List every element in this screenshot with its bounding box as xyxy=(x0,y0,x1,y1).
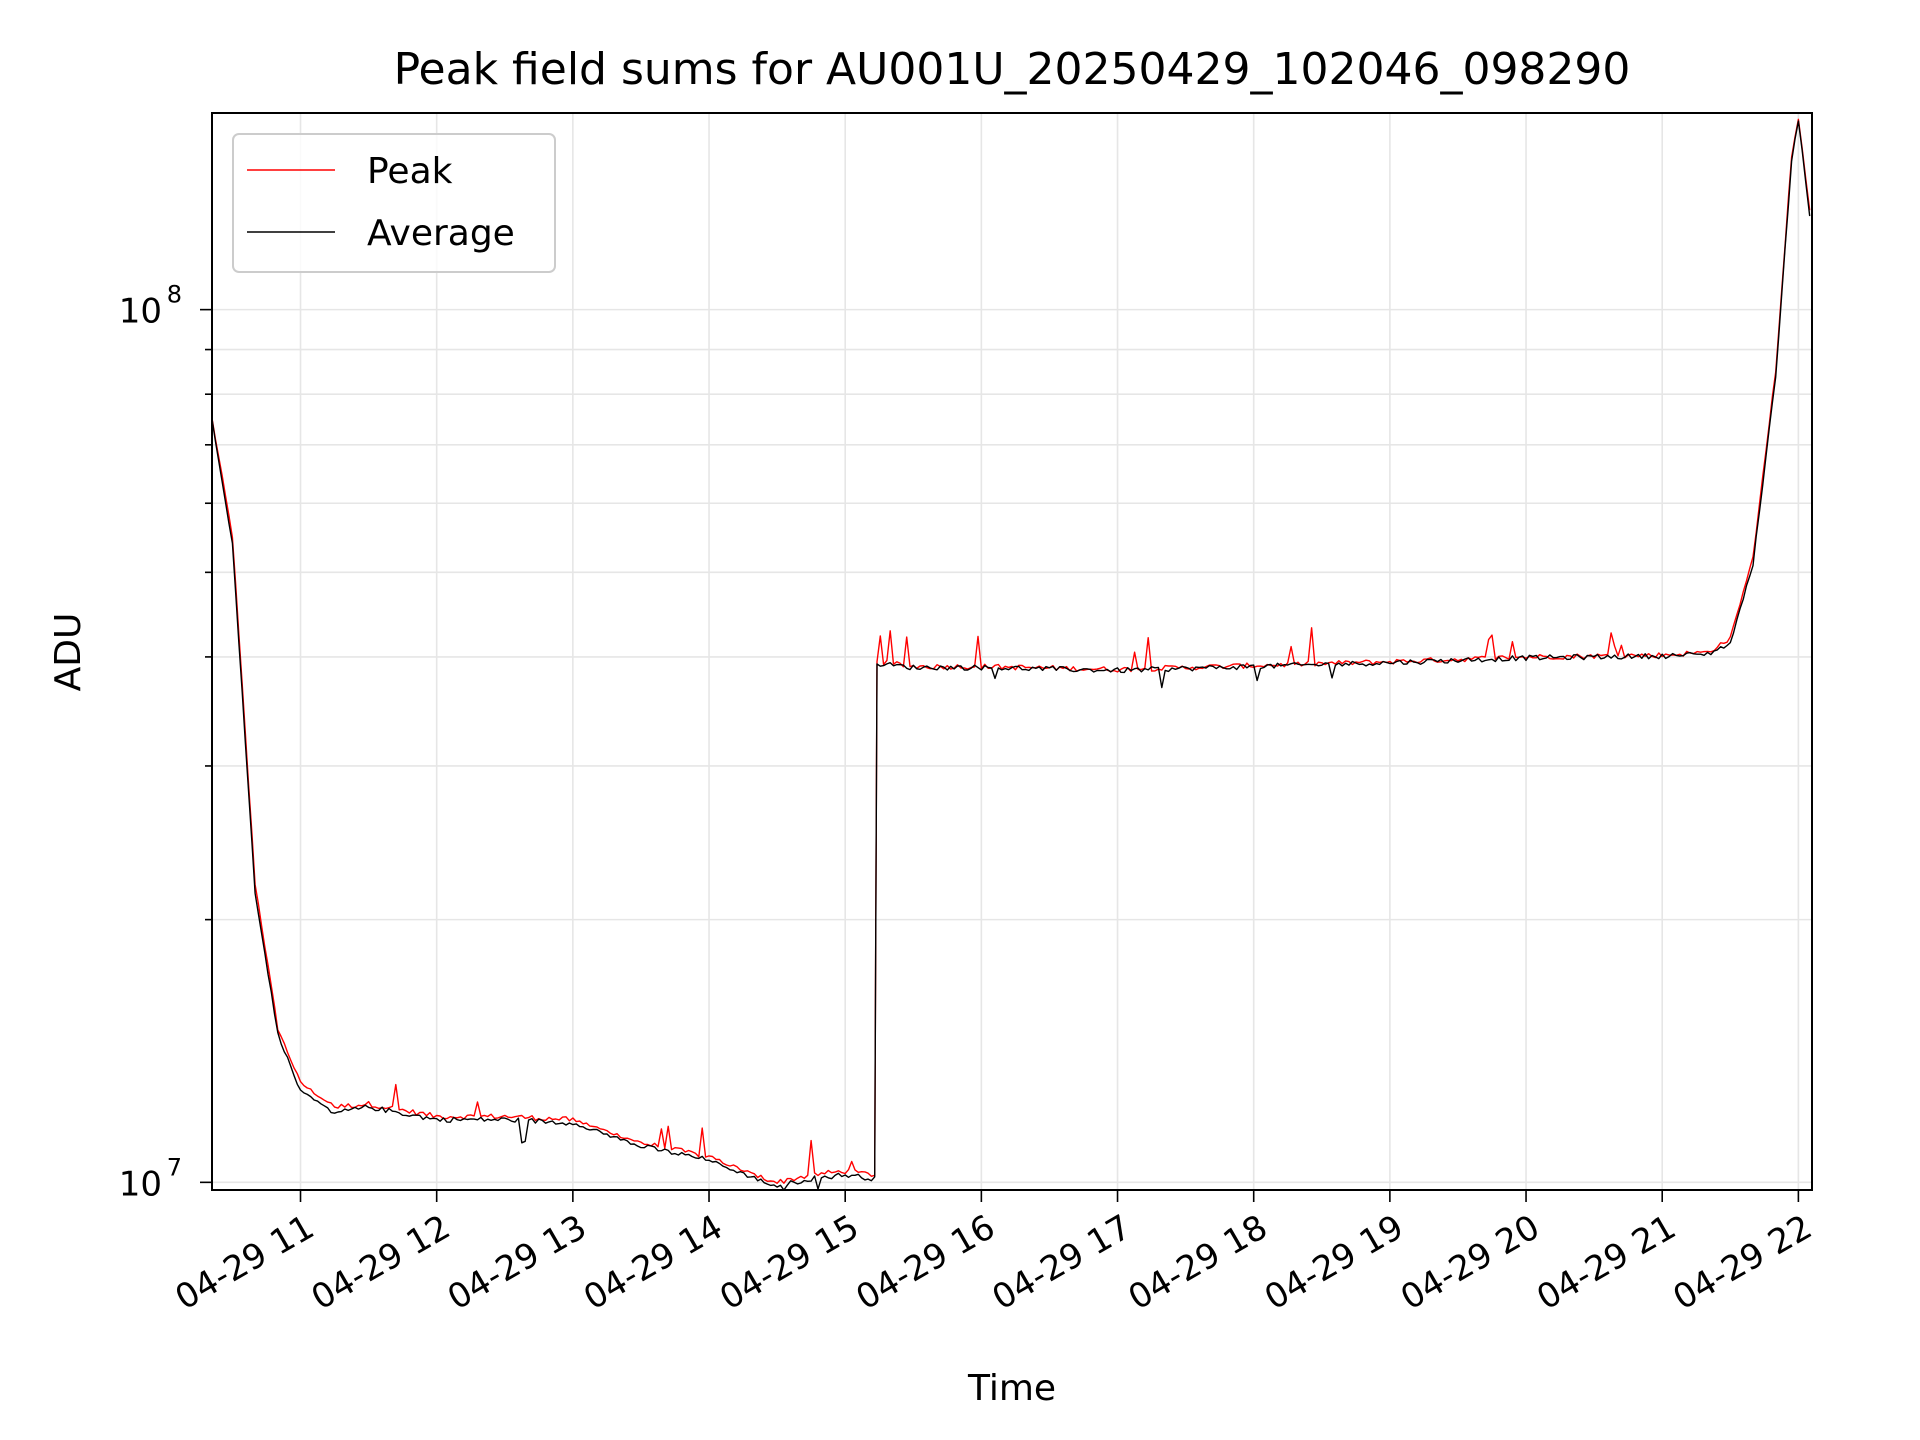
series-line-average xyxy=(211,120,1811,1191)
y-tick-label-exponent: 8 xyxy=(167,281,182,309)
legend-label-average: Average xyxy=(367,213,515,254)
chart-title: Peak field sums for AU001U_20250429_1020… xyxy=(394,44,1631,95)
y-tick-label: 10 xyxy=(119,1164,162,1204)
x-axis-label: Time xyxy=(967,1368,1056,1409)
legend-box xyxy=(232,133,556,273)
grid xyxy=(212,113,1812,1190)
legend-label-peak: Peak xyxy=(367,151,453,192)
series-layer xyxy=(211,118,1811,1191)
y-axis-label: ADU xyxy=(48,613,89,692)
y-tick-label: 10 xyxy=(119,292,162,332)
series-line-peak xyxy=(211,118,1811,1185)
y-tick-label-exponent: 7 xyxy=(167,1153,182,1181)
legend: Peak Average xyxy=(232,133,556,273)
plot-frame xyxy=(211,112,1813,1191)
